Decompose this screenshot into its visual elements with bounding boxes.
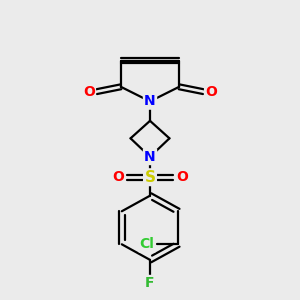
- Text: S: S: [145, 170, 155, 185]
- Text: O: O: [205, 85, 217, 99]
- Text: O: O: [176, 170, 188, 184]
- Text: N: N: [144, 94, 156, 108]
- Text: O: O: [112, 170, 124, 184]
- Text: O: O: [83, 85, 95, 99]
- Text: Cl: Cl: [140, 237, 154, 251]
- Text: F: F: [145, 276, 155, 290]
- Text: N: N: [144, 150, 156, 164]
